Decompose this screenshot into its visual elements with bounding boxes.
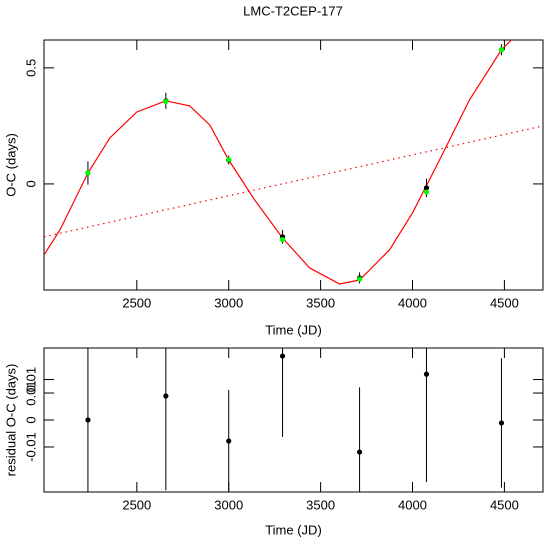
data-point (163, 393, 169, 399)
data-point (279, 237, 286, 243)
y-tick-label: 0.5 (23, 59, 38, 77)
data-point (423, 189, 430, 195)
data-point (85, 417, 91, 423)
data-point (356, 276, 363, 282)
y-tick-label: 0 (23, 180, 38, 187)
x-tick-label: 4000 (398, 295, 427, 310)
y-axis-label: O-C (days) (3, 133, 18, 197)
x-tick-label: 3500 (306, 295, 335, 310)
y-tick-label: 0.01 (23, 380, 38, 405)
x-tick-label: 4500 (490, 295, 519, 310)
plot-frame (43, 39, 544, 291)
x-axis-label: Time (JD) (265, 522, 322, 537)
x-tick-label: 2500 (122, 497, 151, 512)
data-point (498, 47, 505, 53)
y-tick-label: -0.01 (23, 432, 38, 462)
data-point (163, 98, 169, 105)
x-tick-label: 4500 (490, 497, 519, 512)
x-tick-label: 3000 (214, 497, 243, 512)
fit-curve (44, 125, 543, 238)
fit-curve (44, 40, 512, 285)
data-point (279, 353, 286, 359)
data-point (423, 371, 430, 377)
data-point (226, 156, 232, 163)
x-tick-label: 2500 (122, 295, 151, 310)
x-tick-label: 4000 (398, 497, 427, 512)
plot-frame (43, 347, 544, 493)
chart-title: LMC-T2CEP-177 (243, 3, 343, 18)
data-point (85, 170, 91, 176)
x-tick-label: 3000 (214, 295, 243, 310)
y-tick-label: 0 (23, 416, 38, 423)
x-tick-label: 3500 (306, 497, 335, 512)
data-point (226, 438, 232, 444)
data-point (498, 420, 505, 426)
plot-area (44, 40, 543, 285)
data-point (423, 185, 430, 191)
x-axis-label: Time (JD) (265, 322, 322, 337)
plot-area (85, 348, 505, 492)
y-tick-label: 0.01 (23, 367, 38, 392)
y-axis-label: residual O-C (days) (3, 364, 18, 477)
data-point (356, 449, 363, 455)
